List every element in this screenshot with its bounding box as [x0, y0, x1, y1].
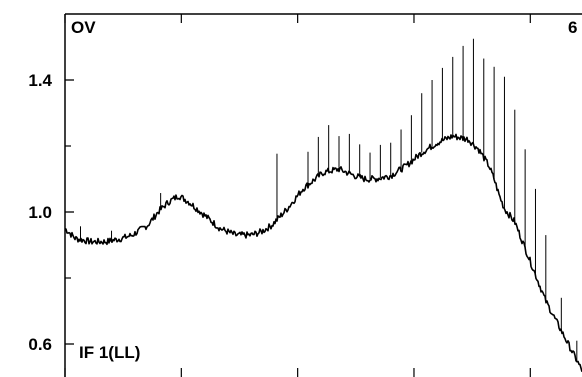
y-tick-label: 1.4	[28, 71, 52, 90]
plot-axes	[64, 13, 582, 377]
spike-features	[80, 38, 578, 361]
y-tick-label: 1.0	[28, 203, 52, 222]
plot-ticks	[64, 14, 531, 377]
corner-label: 6	[568, 18, 577, 37]
panel-label: IF 1(LL)	[79, 343, 140, 362]
series-line	[64, 133, 582, 373]
chart-title: OV	[71, 18, 96, 37]
y-tick-labels: 0.6 1.0 1.4	[28, 71, 52, 354]
y-tick-label: 0.6	[28, 335, 52, 354]
